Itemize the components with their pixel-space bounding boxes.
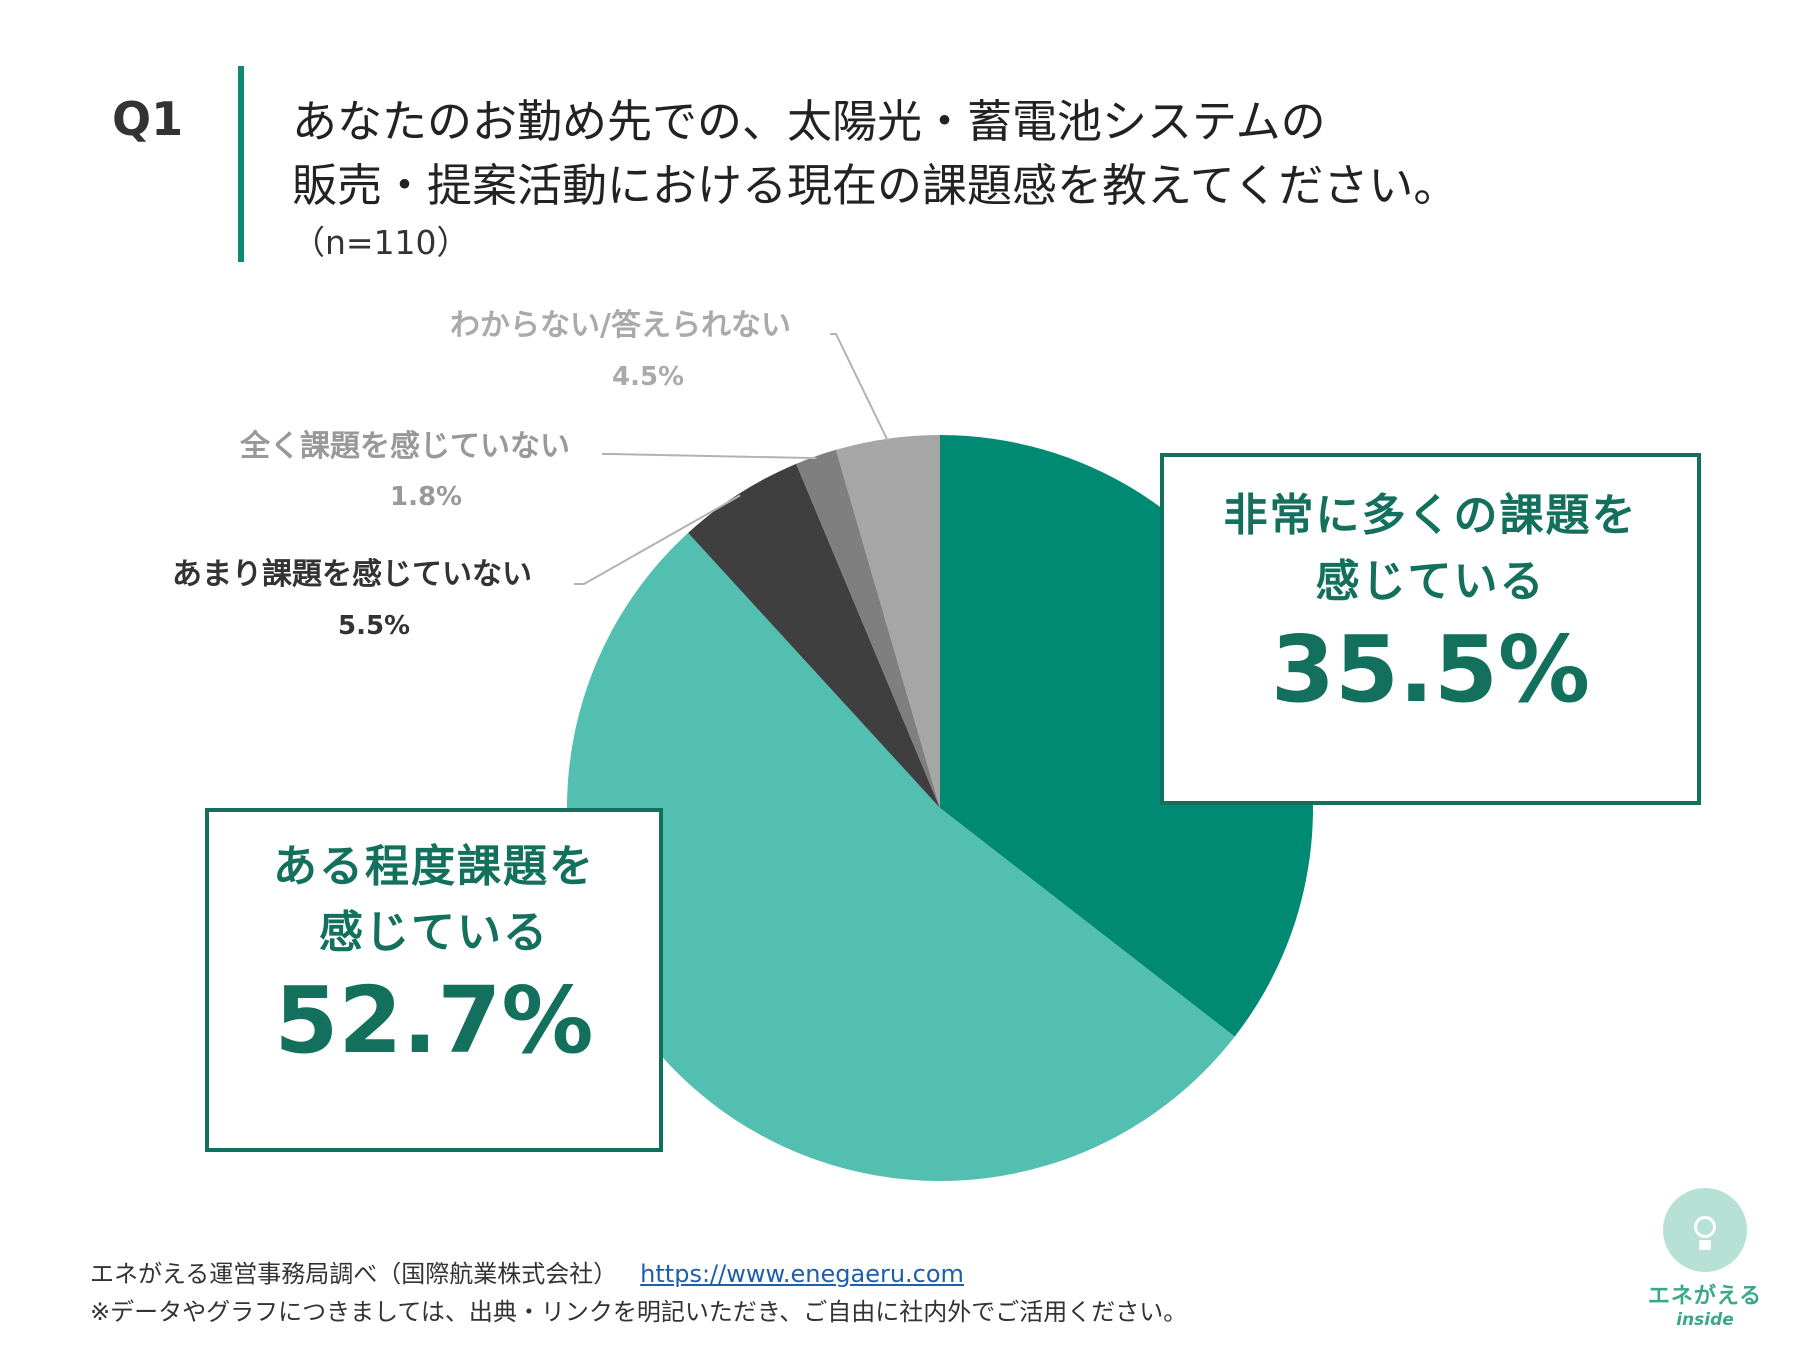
question-title: あなたのお勤め先での、太陽光・蓄電池システムの 販売・提案活動における現在の課題… [292, 90, 1458, 218]
pie-slice-2 [688, 463, 940, 808]
pct-slice-2: 5.5% [338, 611, 411, 641]
lightbulb-icon [1663, 1188, 1747, 1272]
label-slice-4: わからない/答えられない [450, 308, 791, 343]
callout-slice-0-line-2: 感じている [1315, 556, 1546, 607]
footer-note: ※データやグラフにつきましては、出典・リンクを明記いただき、ご自由に社内外でご活… [90, 1298, 1188, 1326]
question-title-line-1: あなたのお勤め先での、太陽光・蓄電池システムの [292, 95, 1326, 148]
question-title-line-2: 販売・提案活動における現在の課題感を教えてください。 [292, 159, 1459, 212]
callout-slice-1-value: 52.7% [274, 967, 594, 1074]
pct-slice-3: 1.8% [390, 482, 463, 512]
callout-slice-1: ある程度課題を 感じている 52.7% [205, 808, 663, 1152]
question-accent-bar [238, 66, 244, 262]
brand-logo: エネがえる inside [1640, 1188, 1770, 1338]
callout-slice-0-line-1: 非常に多くの課題を [1223, 490, 1638, 541]
callout-slice-0-value: 35.5% [1270, 616, 1591, 723]
pie-slice-1 [566, 532, 1235, 1182]
pct-slice-4: 4.5% [612, 362, 685, 392]
callout-slice-1-line-2: 感じている [319, 907, 549, 958]
callout-slice-1-line-1: ある程度課題を [273, 841, 595, 892]
leader-line-2 [574, 494, 741, 585]
leader-line-3 [602, 453, 817, 460]
pie-slice-4 [835, 435, 940, 808]
sample-size: （n=110） [292, 223, 470, 262]
leader-line-4 [830, 333, 889, 442]
logo-sub: inside [1676, 1310, 1734, 1330]
question-label: Q1 [112, 92, 184, 146]
label-slice-2: あまり課題を感じていない [172, 557, 532, 592]
footer-source: エネがえる運営事務局調べ（国際航業株式会社） https://www.enega… [90, 1254, 964, 1289]
callout-slice-0: 非常に多くの課題を 感じている 35.5% [1160, 453, 1701, 805]
label-slice-3: 全く課題を感じていない [240, 429, 570, 464]
pie-slice-3 [796, 449, 940, 808]
source-link[interactable]: https://www.enegaeru.com [640, 1260, 964, 1288]
logo-name: エネがえる [1647, 1284, 1763, 1309]
source-text: エネがえる運営事務局調べ（国際航業株式会社） [90, 1260, 618, 1288]
